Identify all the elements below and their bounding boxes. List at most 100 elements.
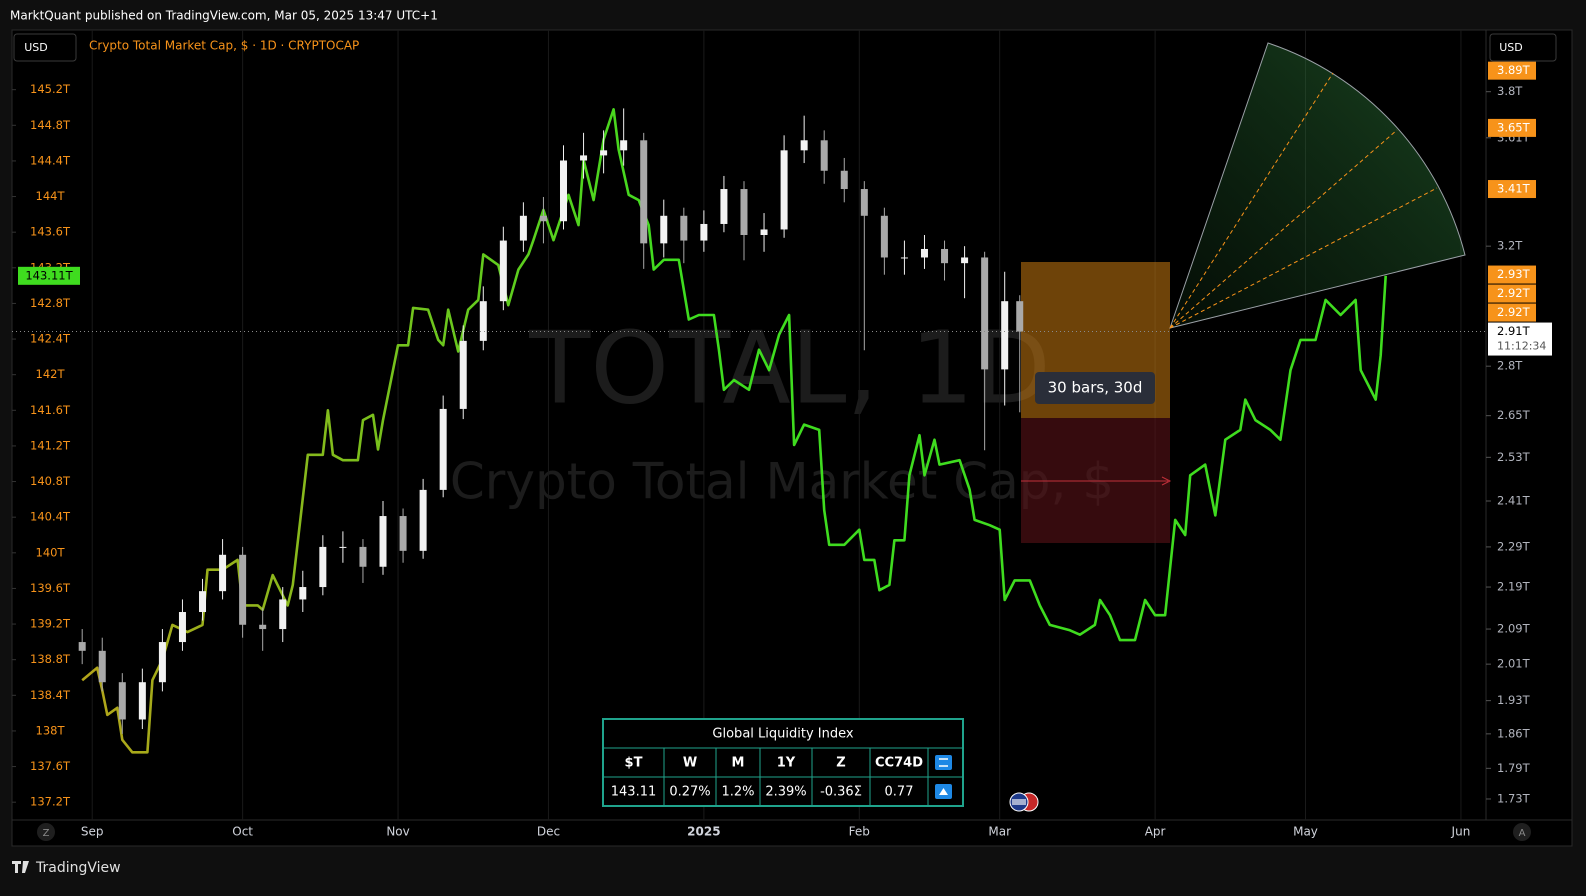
currency-button[interactable]: [13, 33, 77, 62]
y2-tick-label: 2.29T: [1497, 539, 1531, 553]
y-tick-label: 141.6T: [30, 403, 71, 417]
watermark-subtitle: Crypto Total Market Cap, $: [450, 453, 1114, 511]
y-tick-label: 143.6T: [30, 225, 71, 239]
plot-layer: [12, 30, 1486, 820]
table-frame: [602, 718, 964, 807]
candle-body: [239, 554, 247, 625]
y2-tick-label: 2.41T: [1497, 494, 1531, 508]
candle-body: [760, 229, 768, 235]
candle-body: [499, 240, 507, 302]
table-title: Global Liquidity Index: [712, 727, 853, 742]
y2-tick-label: 1.79T: [1497, 761, 1531, 775]
x-tick-label: Jun: [1451, 825, 1471, 839]
candle-body: [961, 257, 969, 264]
y-tick-label: 139.6T: [30, 581, 71, 595]
liquidity-line: [81, 108, 1387, 754]
fan-line: [1169, 129, 1398, 329]
time-scale: [11, 819, 1573, 847]
y2-tick-label: 2.65T: [1497, 408, 1531, 422]
table-header-cell: W: [683, 756, 697, 771]
candle-body: [178, 612, 186, 643]
candle-body: [780, 150, 788, 230]
y-tick-label: 144.8T: [30, 118, 71, 132]
price-label-box: [1488, 303, 1536, 322]
candle-body: [740, 189, 748, 235]
x-tick-label: Apr: [1145, 825, 1166, 839]
price-label-box: [1488, 284, 1536, 303]
candle-body: [580, 155, 588, 161]
y-tick-label: 145.2T: [30, 82, 71, 96]
y-tick-label: 139.2T: [30, 617, 71, 631]
table-value-cell: 0.77: [885, 785, 914, 800]
candle-body: [259, 624, 267, 630]
candle-body: [860, 189, 868, 216]
table-value-cell: 2.39%: [765, 785, 806, 800]
price-label-box: [1488, 61, 1536, 80]
series-title: Crypto Total Market Cap, $ · 1D · CRYPTO…: [89, 39, 359, 53]
price-label-box: [1488, 265, 1536, 284]
candle-body: [359, 546, 367, 567]
candle-body: [620, 140, 628, 151]
candle-body: [920, 248, 928, 258]
candle-body: [98, 650, 106, 683]
candle-body: [680, 215, 688, 241]
x-tick-label: Nov: [386, 825, 409, 839]
table-icon-glyph: [939, 758, 948, 767]
y-tick-label: 138.4T: [30, 688, 71, 702]
candle-body: [941, 248, 949, 264]
plot-background-layer: TOTAL, 1D Crypto Total Market Cap, $: [450, 309, 1114, 510]
y-tick-label: 142.4T: [30, 332, 71, 346]
currency-button[interactable]: [1489, 33, 1557, 62]
x-tick-label: 2025: [687, 825, 720, 839]
overlay-layer: 30 bars, 30d USD Crypto Total Market Cap…: [12, 33, 1557, 876]
price-label: 3.89T: [1497, 63, 1531, 77]
candle-body: [981, 257, 989, 370]
liquidity-table: Global Liquidity Index $T 143.11 W 0.27% M 1.…: [602, 718, 964, 807]
candle-body: [199, 591, 207, 613]
table-icon[interactable]: [935, 755, 952, 770]
y-tick-label: 140.8T: [30, 474, 71, 488]
last-price-label: 2.91T: [1497, 324, 1531, 338]
candle-body: [319, 546, 327, 588]
price-label: 2.92T: [1497, 286, 1531, 300]
candle-body: [339, 546, 347, 548]
price-scale: [1485, 29, 1573, 821]
currency-label: USD: [1499, 41, 1523, 54]
scale-button[interactable]: [37, 823, 55, 841]
candle-body: [399, 516, 407, 551]
x-tick-label: Oct: [232, 825, 253, 839]
x-tick-label: May: [1293, 825, 1318, 839]
scale-button[interactable]: [1513, 823, 1531, 841]
price-label-box: [1488, 118, 1536, 137]
y2-tick-label: 3.8T: [1497, 84, 1523, 98]
y2-tick-label: 2.8T: [1497, 359, 1523, 373]
candle-body: [840, 170, 848, 190]
y2-tick-label: 1.93T: [1497, 693, 1531, 707]
candle-body: [600, 150, 608, 156]
y2-tick-label: 2.01T: [1497, 657, 1531, 671]
flag-stripes: [1012, 799, 1026, 805]
candle-body: [720, 189, 728, 224]
y2-tick-label: 2.53T: [1497, 450, 1531, 464]
y-tick-label: 138.8T: [30, 652, 71, 666]
candle-body: [78, 642, 86, 651]
candle-body: [1016, 301, 1024, 332]
candle-body: [118, 682, 126, 720]
table-header-cell: Z: [836, 756, 845, 771]
table-cells: $T 143.11 W 0.27% M 1.2% 1Y 2.39% Z -0.36Σ CC74D 0.…: [611, 748, 964, 806]
scale-button-label: A: [1519, 828, 1526, 839]
x-tick-label: Sep: [81, 825, 104, 839]
y-tick-label: 144T: [36, 189, 66, 203]
y-tick-label: 140.4T: [30, 510, 71, 524]
candle-body: [900, 257, 908, 259]
last-price-box: [1488, 322, 1552, 356]
candle-body: [439, 408, 447, 490]
fan-wedge: [1169, 42, 1466, 329]
countdown: 11:12:34: [1497, 340, 1546, 353]
price-label: 3.65T: [1497, 120, 1531, 134]
table-header-cell: 1Y: [777, 756, 796, 771]
y-tick-label: 142T: [36, 367, 66, 381]
x-tick-label: Mar: [988, 825, 1011, 839]
last-value-box: [18, 266, 80, 285]
